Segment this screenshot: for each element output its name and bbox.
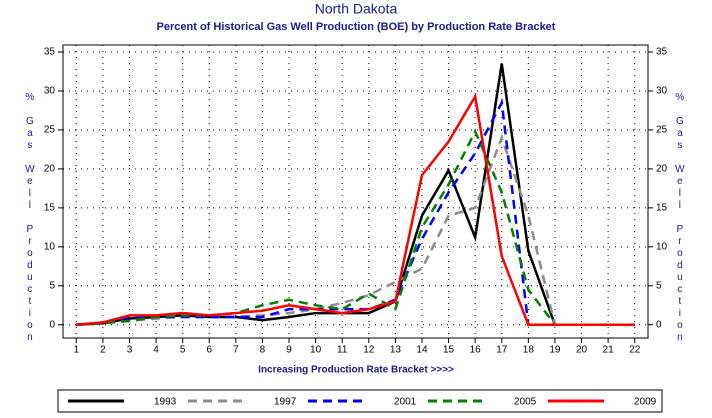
- x-tick-label: 22: [629, 345, 641, 356]
- legend-label: 2009: [634, 397, 657, 408]
- y2-tick-label: 30: [656, 86, 668, 97]
- y2-axis-label: % Gas Well Production: [674, 92, 685, 344]
- y-tick-label: 5: [49, 280, 55, 291]
- y-axis-label: % Gas Well Production: [24, 92, 35, 344]
- series-line: [76, 63, 635, 327]
- x-tick-label: 1: [74, 345, 80, 356]
- y2-tick-label: 20: [656, 164, 668, 175]
- x-tick-label: 11: [337, 345, 348, 356]
- x-tick-label: 17: [496, 345, 508, 356]
- x-tick-label: 16: [470, 345, 482, 356]
- x-tick-label: 15: [443, 345, 455, 356]
- x-tick-label: 8: [260, 345, 266, 356]
- x-tick-label: 5: [180, 345, 186, 356]
- series-line: [76, 98, 635, 327]
- chart-subtitle: Percent of Historical Gas Well Productio…: [157, 21, 556, 33]
- x-tick-label: 19: [549, 345, 561, 356]
- legend-label: 1993: [154, 397, 177, 408]
- x-tick-label: 9: [286, 345, 292, 356]
- x-tick-label: 2: [100, 345, 106, 356]
- x-tick-label: 7: [233, 345, 239, 356]
- y-tick-label: 10: [44, 241, 56, 252]
- chart-title: North Dakota: [315, 1, 398, 17]
- legend-label: 1997: [274, 397, 297, 408]
- x-axis-label: Increasing Production Rate Bracket >>>>: [258, 365, 454, 376]
- y-tick-label: 0: [49, 319, 55, 330]
- y-tick-label: 20: [44, 164, 56, 175]
- legend-label: 2005: [514, 397, 537, 408]
- y2-tick-label: 10: [656, 241, 668, 252]
- x-tick-label: 4: [153, 345, 159, 356]
- series-line: [76, 128, 635, 327]
- x-tick-label: 12: [363, 345, 375, 356]
- y-tick-label: 25: [44, 125, 56, 136]
- legend-label: 2001: [394, 397, 417, 408]
- y2-tick-label: 35: [656, 47, 668, 58]
- x-tick-label: 13: [390, 345, 402, 356]
- x-tick-label: 20: [576, 345, 588, 356]
- x-tick-label: 6: [206, 345, 212, 356]
- x-tick-label: 21: [603, 345, 615, 356]
- y-tick-label: 30: [44, 86, 56, 97]
- x-tick-label: 10: [310, 345, 322, 356]
- legend-box: [57, 389, 663, 413]
- y-tick-label: 15: [44, 203, 56, 214]
- plot-frame: [62, 44, 649, 339]
- x-tick-label: 14: [416, 345, 428, 356]
- y2-tick-label: 5: [656, 280, 662, 291]
- y-tick-label: 35: [44, 47, 56, 58]
- y2-tick-label: 15: [656, 203, 668, 214]
- y2-tick-label: 25: [656, 125, 668, 136]
- series-line: [76, 134, 635, 327]
- x-tick-label: 3: [127, 345, 133, 356]
- series-line: [76, 92, 635, 327]
- y2-tick-label: 0: [656, 319, 662, 330]
- x-tick-label: 18: [523, 345, 535, 356]
